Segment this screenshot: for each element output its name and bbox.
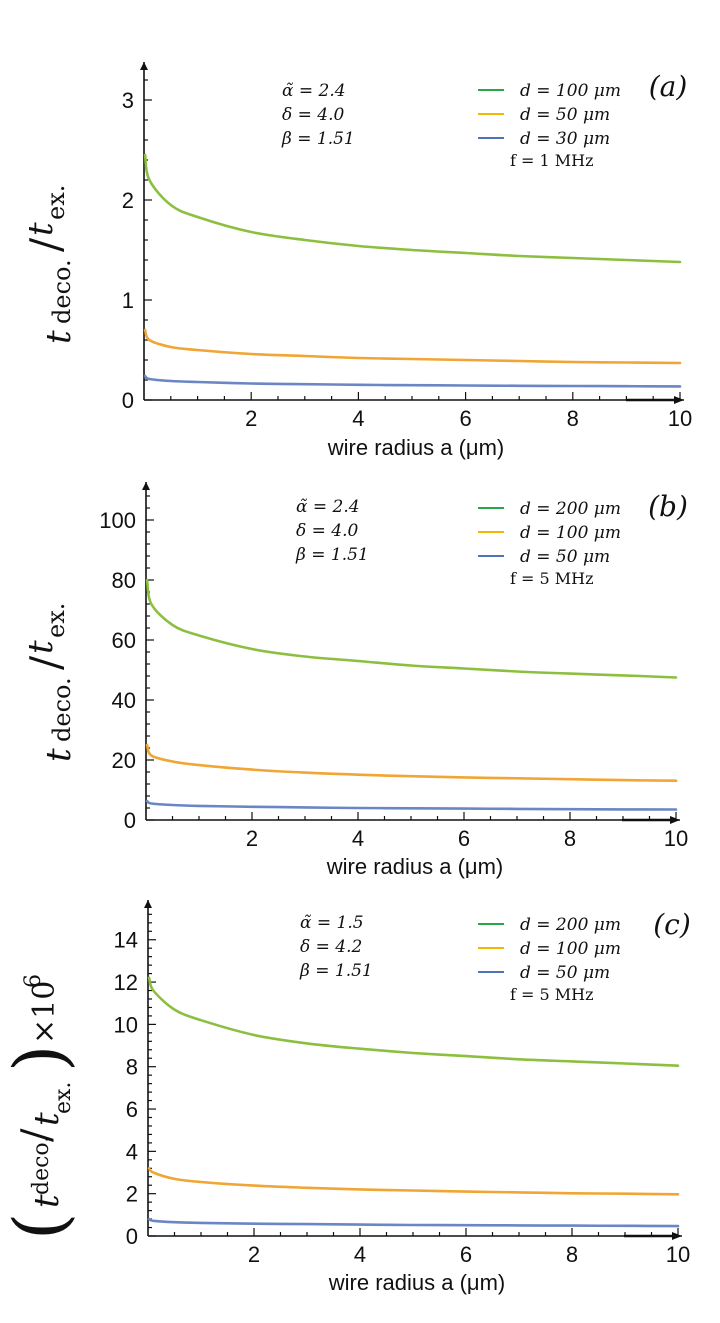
parameter-label: β = 1.51 <box>281 129 355 149</box>
y-label-multiplier: ×10 <box>27 981 62 1044</box>
y-tick-label: 12 <box>114 970 138 995</box>
y-tick-label: 60 <box>112 628 136 653</box>
x-tick-label: 8 <box>567 406 579 431</box>
x-axis-label: wire radius a (μm) <box>327 435 504 460</box>
y-label-sub2: ex. <box>42 185 70 220</box>
x-tick-label: 2 <box>246 826 258 851</box>
legend-entry: d = 100 μm <box>520 523 621 543</box>
y-tick-label: 40 <box>112 688 136 713</box>
y-tick-label: 80 <box>112 568 136 593</box>
x-tick-label: 10 <box>664 826 688 851</box>
y-tick-label: 0 <box>124 808 136 833</box>
y-axis-arrow <box>140 62 148 70</box>
y-tick-label: 2 <box>122 188 134 213</box>
panel-label: (c) <box>653 908 691 941</box>
series-line-2 <box>145 743 678 782</box>
parameter-label: δ = 4.2 <box>300 937 362 957</box>
legend-entry: d = 50 μm <box>520 105 610 125</box>
y-tick-label: 8 <box>126 1055 138 1080</box>
legend-entry: d = 50 μm <box>520 547 610 567</box>
parameter-label: β = 1.51 <box>295 545 369 565</box>
y-tick-label: 20 <box>112 748 136 773</box>
panel-label: (a) <box>649 70 688 103</box>
series-line-2 <box>143 328 682 365</box>
x-axis-label: wire radius a (μm) <box>328 1270 505 1295</box>
series-line-1 <box>145 578 678 679</box>
y-tick-label: 0 <box>122 388 134 413</box>
y-label-sub1: deco. <box>48 677 76 742</box>
y-tick-label: 10 <box>114 1012 138 1037</box>
parameter-label: α̃ = 2.4 <box>282 81 346 101</box>
panel-label: (b) <box>648 490 688 523</box>
y-label-t2: t <box>27 1112 67 1126</box>
x-tick-label: 2 <box>245 406 257 431</box>
x-tick-label: 4 <box>352 406 364 431</box>
y-tick-label: 6 <box>126 1097 138 1122</box>
parameter-label: α̃ = 1.5 <box>300 913 364 933</box>
x-axis-label: wire radius a (μm) <box>326 854 503 879</box>
y-label-t2: t <box>21 222 61 236</box>
y-label-slash: / <box>21 655 70 670</box>
y-label-sub1: deco. <box>29 1136 54 1195</box>
y-label-t2: t <box>21 640 61 654</box>
x-tick-label: 6 <box>460 1242 472 1267</box>
y-label-paren-open: ( <box>0 1213 81 1240</box>
x-tick-label: 8 <box>564 826 576 851</box>
series-line-3 <box>147 1217 680 1228</box>
series-line-2 <box>147 1167 680 1196</box>
legend-entry: d = 50 μm <box>520 963 610 983</box>
legend-entry: d = 100 μm <box>520 939 621 959</box>
legend-entry: d = 100 μm <box>520 81 621 101</box>
y-tick-label: 2 <box>126 1182 138 1207</box>
y-label-slash: / <box>21 237 70 252</box>
y-label-t: t <box>39 330 79 344</box>
parameter-label: δ = 4.0 <box>282 105 345 125</box>
y-tick-label: 0 <box>126 1224 138 1249</box>
series-line-1 <box>143 153 682 264</box>
x-tick-label: 6 <box>459 406 471 431</box>
frequency-label: f = 5 MHz <box>510 569 594 588</box>
series-line-3 <box>145 799 678 811</box>
series-line-1 <box>147 976 680 1067</box>
panel-a: 2 4 6 8 10 0 1 2 3 α̃ = 2.4 δ = 4.0 β = 1.51 d = 100… <box>21 62 692 460</box>
y-label-exponent: 6 <box>21 974 46 988</box>
x-tick-label: 4 <box>352 826 364 851</box>
y-label-slash: / <box>14 1128 60 1142</box>
y-tick-label: 4 <box>126 1139 138 1164</box>
legend-entry: d = 200 μm <box>520 915 621 935</box>
y-label-t: t <box>39 748 79 762</box>
parameter-label: δ = 4.0 <box>296 521 359 541</box>
y-label-sub2: ex. <box>51 1082 76 1114</box>
frequency-label: f = 1 MHz <box>510 151 594 170</box>
y-label-sub1: deco. <box>48 259 76 324</box>
x-tick-label: 10 <box>666 1242 690 1267</box>
frequency-label: f = 5 MHz <box>510 985 594 1004</box>
x-tick-label: 6 <box>458 826 470 851</box>
y-label-sub2: ex. <box>42 603 70 638</box>
x-tick-label: 4 <box>354 1242 366 1267</box>
series-line-3 <box>143 374 682 388</box>
y-label-paren-close: ) <box>0 1045 81 1072</box>
y-tick-label: 3 <box>122 88 134 113</box>
legend-entry: d = 30 μm <box>520 129 610 149</box>
y-axis-arrow <box>142 482 150 490</box>
y-tick-label: 14 <box>114 928 138 953</box>
x-tick-label: 10 <box>668 406 692 431</box>
y-tick-label: 1 <box>122 288 134 313</box>
y-axis-arrow <box>144 900 152 908</box>
panel-c: 2 4 6 8 10 0 2 4 6 8 10 12 14 α̃ = 1.5 δ = 4.2 β = 1.51… <box>0 900 691 1295</box>
parameter-label: α̃ = 2.4 <box>296 497 360 517</box>
parameter-label: β = 1.51 <box>299 961 373 981</box>
y-tick-label: 100 <box>99 508 136 533</box>
x-tick-label: 2 <box>248 1242 260 1267</box>
legend-entry: d = 200 μm <box>520 499 621 519</box>
x-tick-label: 8 <box>566 1242 578 1267</box>
y-label-t: t <box>27 1194 67 1208</box>
